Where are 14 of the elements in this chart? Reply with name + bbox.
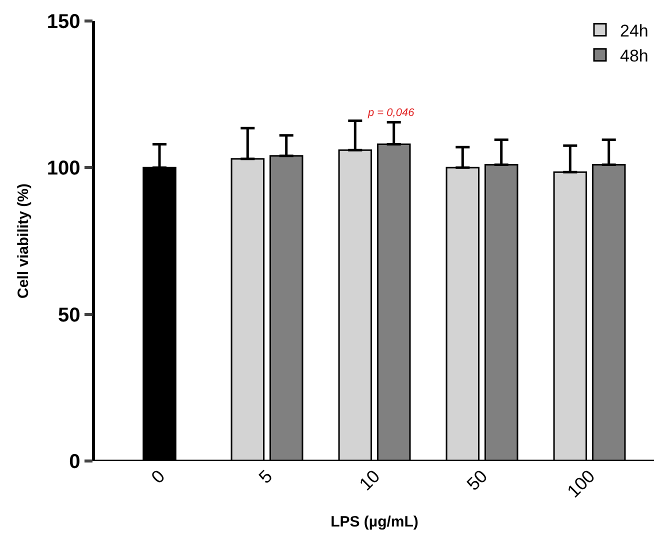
y-tick-label: 150 — [46, 11, 80, 33]
y-tick-label: 50 — [58, 304, 80, 326]
y-tick-label: 0 — [69, 451, 80, 473]
legend-label: 24h — [620, 21, 648, 40]
y-axis-title: Cell viability (%) — [15, 183, 32, 299]
x-tick-label: 50 — [462, 466, 492, 494]
annotation: p = 0,046 — [367, 107, 416, 119]
y-tick-label: 100 — [46, 158, 80, 180]
x-tick-label: 5 — [254, 466, 276, 488]
legend-label: 48h — [620, 46, 648, 66]
x-axis-title: LPS (µg/mL) — [330, 513, 418, 530]
x-tick-label: 10 — [355, 466, 384, 494]
x-tick-label: 100 — [563, 466, 599, 502]
x-tick-label: 0 — [147, 466, 169, 488]
